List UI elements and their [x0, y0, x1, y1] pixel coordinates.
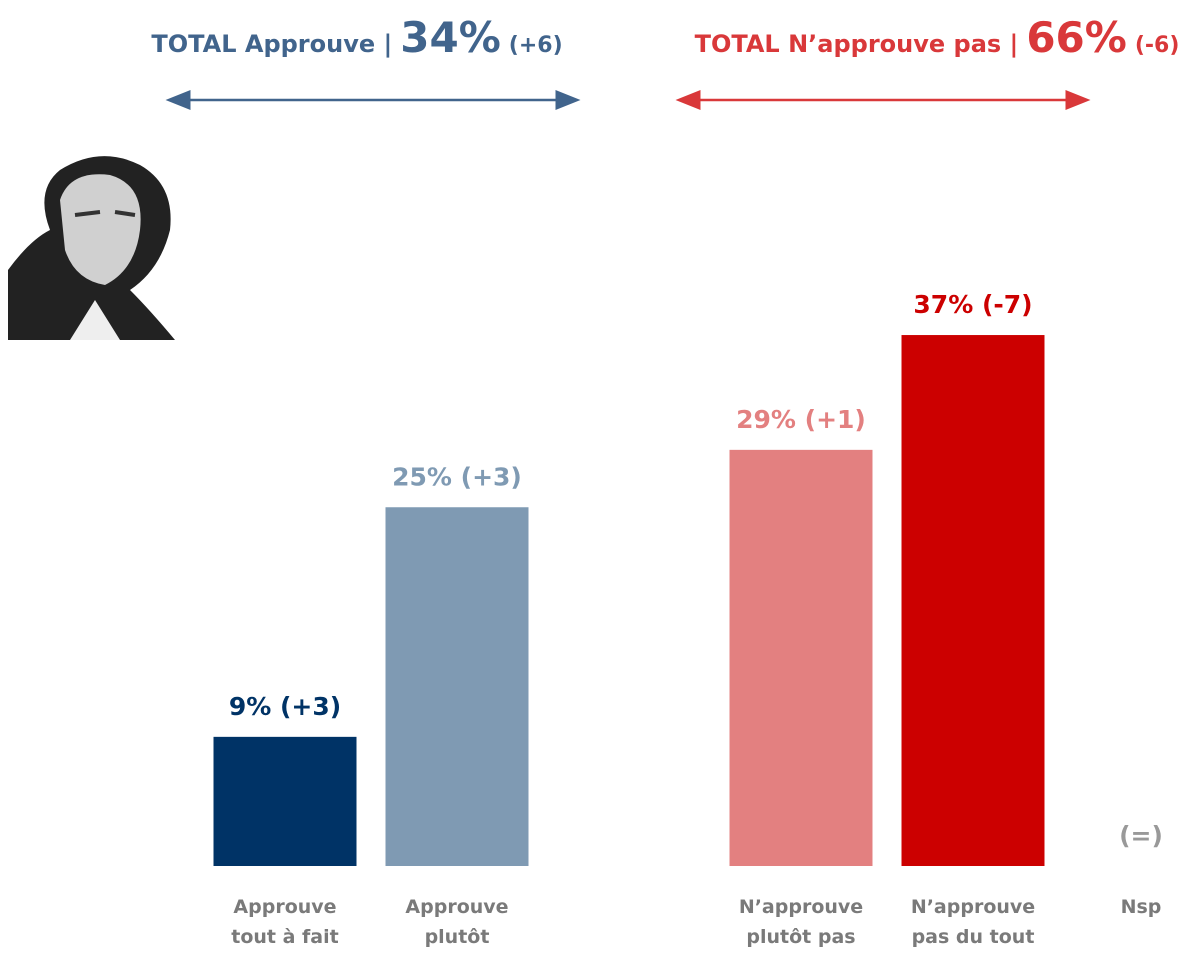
bar: [385, 507, 529, 866]
total-change: (+6): [509, 33, 563, 58]
value-label: 25% (+3): [392, 462, 522, 491]
total-value: 66%: [1026, 13, 1127, 62]
category-label: Approuve tout à fait: [231, 896, 339, 948]
category-label: Approuve plutôt: [405, 896, 509, 948]
value-label: 9% (+3): [229, 692, 341, 721]
bar: [213, 736, 357, 866]
value-label: (=): [1119, 821, 1163, 850]
total-value: 34%: [400, 13, 501, 62]
total-header: TOTAL N’approuve pas | 66% (-6): [695, 13, 1180, 62]
bar: [901, 335, 1045, 866]
category-label: Nsp: [1120, 896, 1162, 918]
portrait: [8, 156, 175, 340]
bar: [729, 449, 873, 866]
total-change: (-6): [1135, 33, 1180, 58]
category-label: N’approuve pas du tout: [910, 896, 1036, 948]
category-label: N’approuve plutôt pas: [738, 896, 864, 948]
total-header: TOTAL Approuve | 34% (+6): [151, 13, 562, 62]
total-label: TOTAL N’approuve pas |: [695, 30, 1019, 58]
value-label: 37% (-7): [913, 290, 1032, 319]
total-label: TOTAL Approuve |: [151, 30, 392, 58]
value-label: 29% (+1): [736, 405, 866, 434]
